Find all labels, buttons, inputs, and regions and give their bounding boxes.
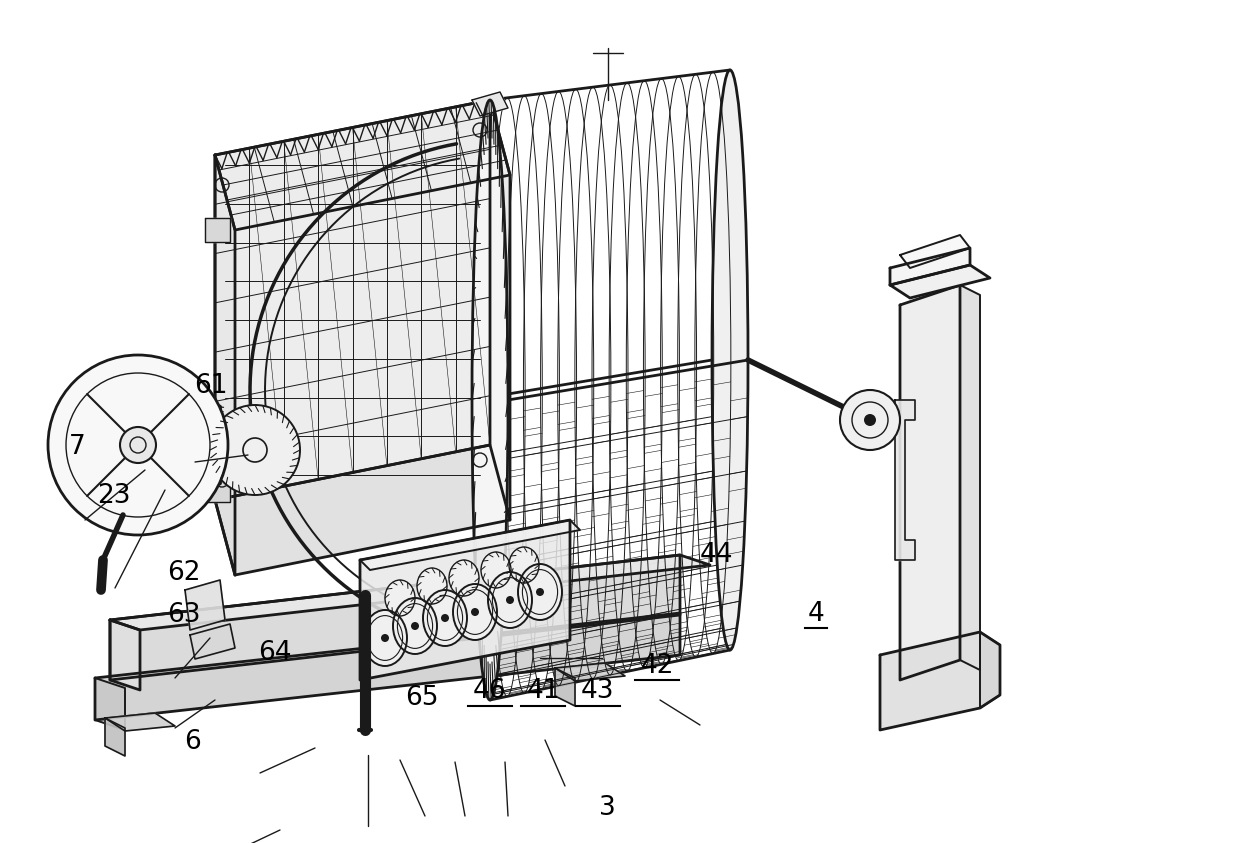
Polygon shape: [360, 520, 570, 680]
Circle shape: [471, 608, 479, 616]
Polygon shape: [215, 155, 236, 575]
Circle shape: [48, 355, 228, 535]
Polygon shape: [95, 678, 125, 730]
Polygon shape: [215, 100, 510, 230]
Polygon shape: [880, 632, 999, 730]
Circle shape: [441, 614, 449, 622]
Ellipse shape: [712, 70, 748, 650]
Circle shape: [506, 596, 515, 604]
Circle shape: [381, 634, 389, 642]
Polygon shape: [215, 100, 490, 500]
Text: 43: 43: [580, 679, 615, 704]
Ellipse shape: [472, 100, 508, 700]
Polygon shape: [900, 235, 970, 268]
Polygon shape: [110, 555, 680, 680]
Polygon shape: [185, 580, 224, 630]
Polygon shape: [556, 668, 575, 706]
Ellipse shape: [518, 564, 562, 620]
Polygon shape: [900, 285, 960, 680]
Text: 6: 6: [184, 729, 201, 754]
Polygon shape: [205, 478, 229, 502]
Circle shape: [410, 622, 419, 630]
Circle shape: [536, 588, 544, 596]
Text: 64: 64: [258, 641, 293, 666]
Polygon shape: [105, 713, 175, 731]
Circle shape: [839, 390, 900, 450]
Polygon shape: [190, 624, 236, 659]
Polygon shape: [105, 718, 125, 756]
Ellipse shape: [363, 610, 407, 666]
Text: 46: 46: [472, 679, 507, 704]
Text: 61: 61: [193, 373, 228, 399]
Polygon shape: [215, 445, 510, 575]
Polygon shape: [95, 613, 680, 720]
Ellipse shape: [508, 547, 539, 583]
Ellipse shape: [417, 568, 446, 604]
Ellipse shape: [481, 552, 511, 588]
Text: 4: 4: [807, 601, 825, 626]
Polygon shape: [110, 620, 140, 690]
Polygon shape: [472, 92, 508, 116]
Ellipse shape: [449, 560, 479, 596]
Polygon shape: [890, 265, 990, 298]
Polygon shape: [980, 632, 999, 708]
Text: 3: 3: [599, 795, 616, 820]
Circle shape: [210, 405, 300, 495]
Text: 65: 65: [404, 685, 439, 711]
Text: 7: 7: [68, 434, 86, 459]
Text: 23: 23: [97, 483, 131, 508]
Text: 41: 41: [526, 679, 560, 704]
Text: 62: 62: [166, 561, 201, 586]
Ellipse shape: [423, 590, 467, 646]
Polygon shape: [960, 285, 980, 670]
Text: 44: 44: [699, 542, 734, 567]
Circle shape: [120, 427, 156, 463]
Ellipse shape: [453, 584, 497, 640]
Ellipse shape: [384, 580, 415, 616]
Ellipse shape: [393, 598, 436, 654]
Polygon shape: [890, 248, 970, 285]
Text: 42: 42: [640, 653, 675, 679]
Polygon shape: [556, 663, 625, 681]
Polygon shape: [490, 100, 510, 520]
Polygon shape: [895, 400, 915, 560]
Polygon shape: [110, 555, 711, 630]
Ellipse shape: [489, 572, 532, 628]
Polygon shape: [360, 520, 580, 570]
Polygon shape: [205, 218, 229, 242]
Circle shape: [864, 414, 875, 426]
Text: 63: 63: [166, 603, 201, 628]
